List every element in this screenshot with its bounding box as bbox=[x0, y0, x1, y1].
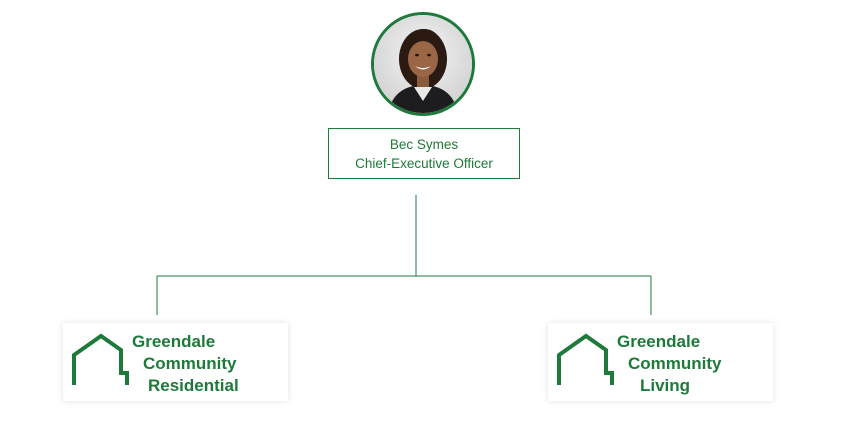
ceo-title: Chief-Executive Officer bbox=[355, 155, 493, 171]
org-card-living: Greendale Community Living bbox=[548, 323, 773, 401]
org-name-line2: Community bbox=[143, 354, 237, 373]
house-outline-icon bbox=[557, 333, 614, 385]
house-outline-icon bbox=[72, 333, 129, 385]
org-name-line1: Greendale bbox=[617, 332, 701, 351]
org-name-line3: Living bbox=[640, 376, 691, 395]
ceo-card: Bec Symes Chief-Executive Officer bbox=[328, 128, 520, 179]
org-card-residential: Greendale Community Residential bbox=[63, 323, 288, 401]
org-name-line1: Greendale bbox=[132, 332, 216, 351]
org-name-line3: Residential bbox=[148, 376, 239, 395]
ceo-avatar bbox=[371, 12, 475, 116]
ceo-name: Bec Symes bbox=[389, 136, 459, 152]
avatar-photo bbox=[374, 15, 472, 113]
org-name-line2: Community bbox=[628, 354, 722, 373]
